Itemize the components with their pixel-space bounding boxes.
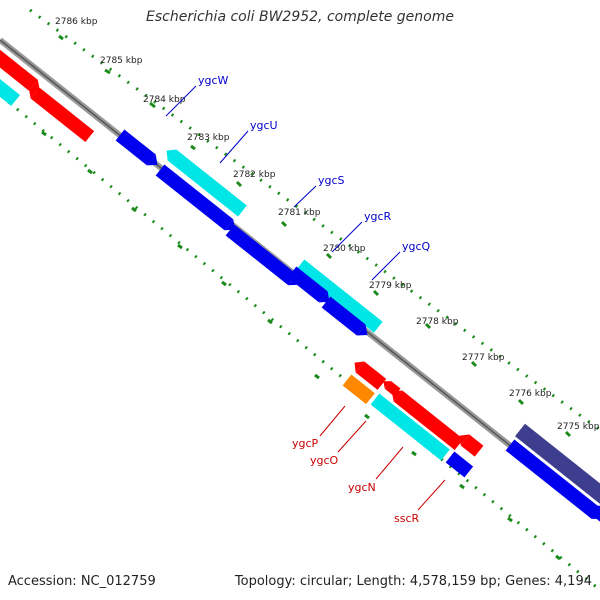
gene-feature[interactable] [393,390,464,451]
gene-feature[interactable] [225,224,297,286]
inner-ruler-dots [0,93,600,592]
reverse-label-leaders [319,405,446,511]
gene-label-ygcW[interactable]: ygcW [198,74,229,87]
gene-feature[interactable] [445,451,474,478]
gene-label-ygcR[interactable]: ygcR [364,210,392,223]
gene-label-ygcU[interactable]: ygcU [250,119,278,132]
gene-label-ygcP[interactable]: ygcP [292,437,319,450]
gene-label-sscR[interactable]: sscR [394,512,420,525]
gene-feature[interactable] [30,87,95,143]
gene-feature[interactable] [295,259,383,333]
kbp-label: 2777 kbp [462,353,505,363]
gene-feature[interactable] [355,361,387,390]
gene-label-ygcN[interactable]: ygcN [348,481,376,494]
gene-label-ygcQ[interactable]: ygcQ [402,240,431,253]
accession-text: Accession: NC_012759 [8,574,156,589]
kbp-label: 2781 kbp [278,208,321,218]
gene-feature[interactable] [287,266,328,303]
center-genes [115,129,383,336]
gene-feature[interactable] [505,439,600,519]
gene-label-ygcO[interactable]: ygcO [310,454,339,467]
gene-feature[interactable] [115,129,156,166]
kbp-label: 2786 kbp [55,17,98,27]
gene-feature[interactable] [342,374,375,405]
kbp-label: 2783 kbp [187,133,230,143]
kbp-label: 2784 kbp [143,95,186,105]
map-title: Escherichia coli BW2952, complete genome [146,9,454,25]
outer-ruler-dots [29,8,600,432]
kbp-label: 2782 kbp [233,170,276,180]
gene-feature[interactable] [460,434,484,457]
gene-feature[interactable] [321,296,366,336]
gene-feature[interactable] [167,149,247,217]
kbp-label: 2785 kbp [100,56,143,66]
kbp-label: 2776 kbp [509,389,552,399]
gene-feature[interactable] [0,57,21,106]
gene-feature[interactable] [155,164,234,231]
gene-feature[interactable] [0,35,38,91]
kbp-label: 2778 kbp [416,317,459,327]
gene-feature[interactable] [515,423,600,511]
kbp-label: 2775 kbp [557,422,600,432]
gene-label-ygcS[interactable]: ygcS [318,174,345,187]
forward-genes [0,35,95,143]
topology-text: Topology: circular; Length: 4,578,159 bp… [234,574,592,589]
gene-feature[interactable] [591,505,600,528]
reverse-genes [342,361,484,478]
outer-major-ticks [58,34,572,438]
forward-label-leaders [165,85,401,281]
kbp-label: 2779 kbp [369,281,412,291]
inner-major-ticks [41,130,561,561]
reverse-strand-left [0,57,21,106]
kbp-label: 2780 kbp [323,244,366,254]
gene-feature[interactable] [370,393,450,461]
right-genes [505,423,600,528]
